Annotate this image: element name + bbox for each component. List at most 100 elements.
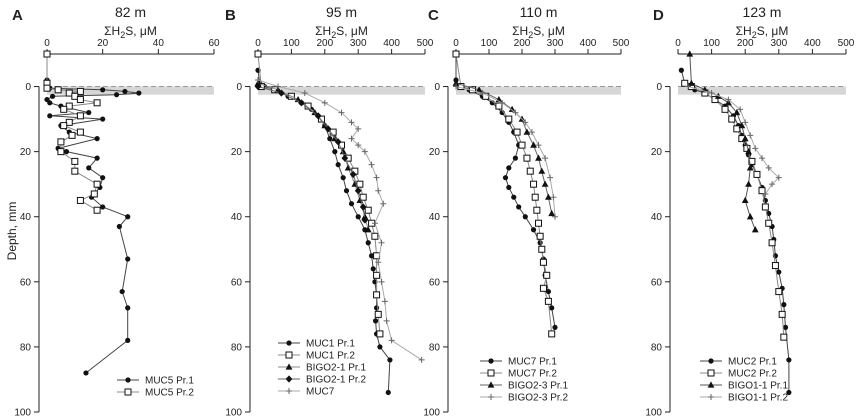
data-point: [380, 200, 387, 207]
y-tick-label: 40: [651, 212, 663, 223]
data-point: [76, 96, 84, 104]
panel-title: 123 m: [743, 4, 782, 20]
legend-label: MUC5 Pr.1: [145, 376, 194, 387]
data-point: [741, 135, 749, 142]
x-tick-label: 300: [770, 38, 787, 49]
data-point: [552, 324, 558, 330]
data-point: [738, 122, 746, 129]
data-point: [745, 180, 752, 187]
data-point: [535, 154, 542, 161]
y-tick-label: 60: [651, 277, 663, 288]
data-point: [76, 87, 84, 95]
data-point: [685, 83, 692, 90]
y-tick-label: 20: [429, 147, 441, 158]
data-point: [341, 154, 349, 162]
legend-marker: [488, 358, 494, 364]
data-point: [538, 245, 546, 253]
series-line: [46, 54, 98, 211]
data-point: [747, 132, 754, 139]
data-point: [343, 188, 350, 194]
data-point: [334, 138, 342, 146]
data-point: [43, 50, 51, 58]
y-tick-label: 60: [429, 277, 441, 288]
data-point: [368, 161, 375, 168]
legend-label: BIGO1-1 Pr.1: [728, 381, 788, 392]
data-point: [746, 213, 754, 220]
x-tick-label: 400: [804, 38, 821, 49]
data-point: [348, 119, 355, 126]
data-point: [314, 112, 322, 120]
y-tick-label: 0: [236, 82, 242, 93]
data-point: [119, 288, 125, 295]
data-point: [547, 174, 554, 181]
panel-a: A 82 m ΣH2S, μM 0 20 40 60 0 20 40 60 80 100 MUC5 Pr.…: [12, 4, 220, 418]
data-point: [475, 86, 483, 93]
y-tick-label: 80: [429, 342, 441, 353]
panel-title: 95 m: [326, 4, 357, 20]
x-tick-label: 200: [316, 38, 333, 49]
data-point: [93, 206, 101, 214]
data-point: [545, 288, 552, 295]
y-axis-label: Depth, mm: [5, 202, 19, 261]
data-point: [47, 113, 53, 119]
data-point: [765, 219, 773, 227]
data-point: [737, 106, 744, 113]
legend-marker: [285, 375, 293, 383]
x-tick-label: 500: [417, 38, 434, 49]
x-tick-label: 20: [97, 38, 109, 49]
legend-marker: [125, 377, 131, 383]
y-tick-label: 100: [14, 408, 31, 418]
data-point: [348, 135, 355, 142]
data-point: [741, 196, 749, 204]
data-point: [742, 119, 749, 126]
data-point: [768, 239, 776, 247]
series: [452, 50, 556, 338]
x-tick-label: 300: [350, 38, 367, 49]
data-point: [516, 204, 522, 210]
data-point: [378, 278, 385, 285]
data-point: [506, 184, 512, 191]
data-point: [125, 305, 131, 311]
data-point: [530, 180, 538, 188]
x-tick-label: 200: [514, 38, 531, 49]
data-point: [728, 115, 736, 123]
data-point: [552, 213, 558, 220]
x-axis-label: ΣH2S, μM: [104, 24, 157, 40]
data-point: [528, 129, 535, 136]
data-point: [375, 187, 382, 194]
data-point: [93, 99, 101, 107]
data-point: [361, 148, 368, 155]
data-point: [387, 357, 393, 363]
legend-marker: [707, 381, 715, 388]
data-point: [776, 269, 782, 275]
panel-b: B 95 m ΣH2S, μM 0 100 200 300 400 500 0 20 40 60 80 10…: [225, 4, 434, 418]
panel-letter: A: [12, 7, 23, 24]
legend-marker: [285, 351, 293, 359]
panel-letter: B: [225, 7, 236, 24]
data-point: [751, 226, 759, 233]
data-point: [543, 271, 551, 279]
data-point: [781, 302, 787, 308]
data-point: [368, 253, 375, 259]
data-point: [535, 142, 542, 149]
x-tick-label: 500: [613, 38, 630, 49]
data-point: [321, 99, 328, 106]
data-point: [317, 115, 325, 123]
swi-band: [47, 86, 214, 95]
data-point: [681, 79, 689, 87]
x-tick-label: 40: [153, 38, 165, 49]
data-point: [100, 87, 106, 93]
swi-band: [678, 86, 846, 95]
data-point: [374, 310, 382, 318]
legend-marker: [708, 394, 714, 400]
data-point: [748, 157, 756, 165]
data-point: [359, 203, 367, 211]
data-point: [759, 155, 765, 162]
series-line: [257, 79, 422, 361]
data-point: [356, 180, 364, 188]
y-tick-label: 40: [429, 212, 441, 223]
